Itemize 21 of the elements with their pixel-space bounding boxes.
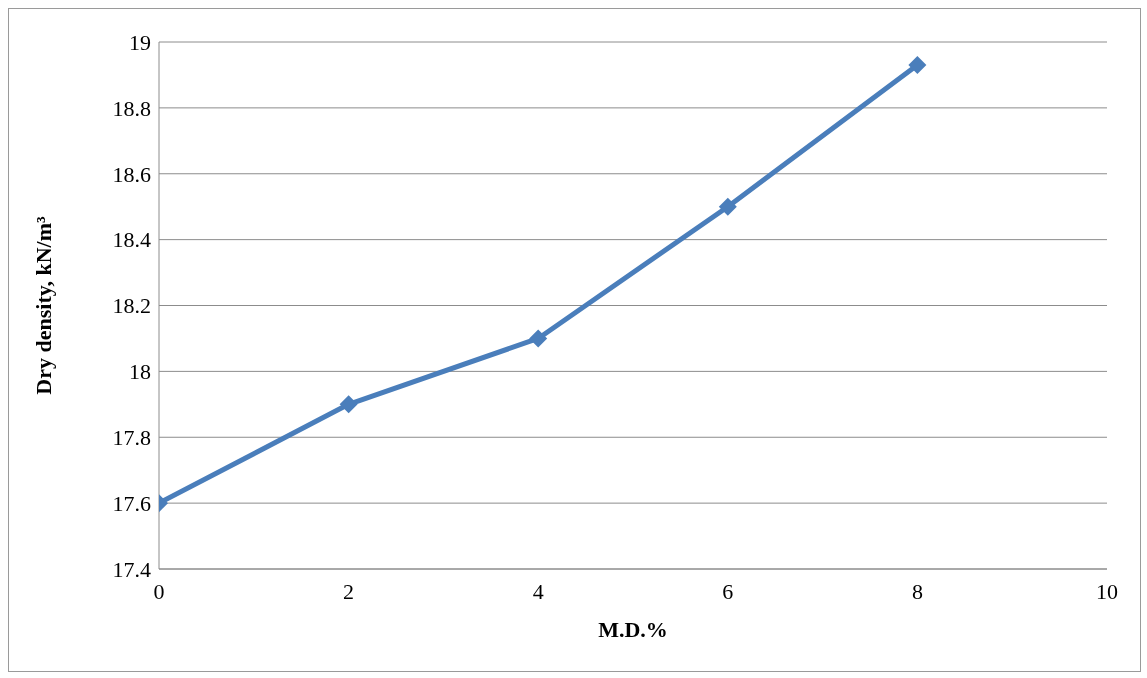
y-tick-label: 18 xyxy=(129,359,151,385)
y-axis-title: Dry density, kN/m³ xyxy=(30,215,56,395)
y-tick-label: 17.4 xyxy=(112,556,151,582)
y-tick-label: 19 xyxy=(129,29,151,55)
x-tick-label: 10 xyxy=(1096,578,1118,604)
y-tick-label: 17.6 xyxy=(112,490,151,516)
y-tick-label: 18.4 xyxy=(112,227,151,253)
x-tick-label: 4 xyxy=(532,578,544,604)
x-tick-label: 2 xyxy=(343,578,355,604)
y-tick-label: 18.6 xyxy=(112,161,151,187)
x-axis-title: M.D.% xyxy=(598,617,668,642)
y-tick-label: 18.8 xyxy=(112,95,151,121)
x-tick-label: 8 xyxy=(911,578,923,604)
x-tick-label: 0 xyxy=(153,578,165,604)
y-tick-label: 17.8 xyxy=(112,425,151,451)
x-tick-label: 6 xyxy=(722,578,734,604)
point xyxy=(339,395,358,414)
point xyxy=(908,56,927,75)
y-tick-label: 18.2 xyxy=(112,293,151,319)
point xyxy=(718,197,737,216)
point xyxy=(529,329,548,348)
